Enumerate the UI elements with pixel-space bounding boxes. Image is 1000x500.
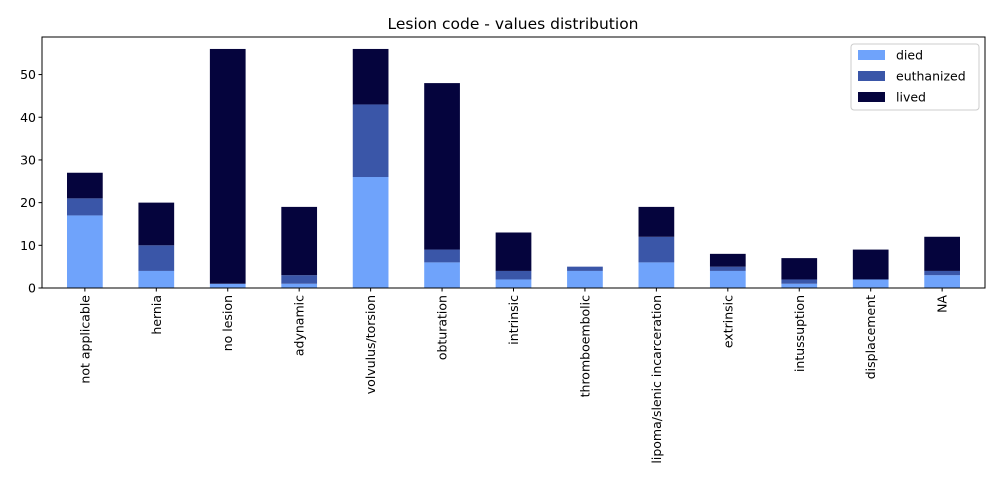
bar-died-9 [709, 270, 746, 288]
bar-died-5 [424, 262, 460, 288]
bar-lived-9 [709, 253, 746, 267]
bar-lived-11 [852, 249, 889, 280]
bar-lived-5 [424, 83, 460, 250]
y-tick-label-5: 50 [20, 67, 36, 82]
bar-died-10 [781, 283, 818, 288]
legend-label-lived: lived [896, 90, 926, 105]
bar-euthanized-6 [495, 270, 532, 280]
x-tick-label-12: NA [935, 295, 950, 313]
x-tick-label-8: lipoma/slenic incarceration [649, 295, 664, 464]
x-tick-label-10: intussuption [792, 295, 807, 372]
legend-swatch-euthanized [858, 71, 885, 81]
y-tick-label-2: 20 [20, 195, 36, 210]
bar-died-0 [67, 215, 103, 288]
bar-died-12 [924, 275, 960, 288]
plot-frame [41, 36, 986, 289]
legend-label-euthanized: euthanized [896, 69, 966, 84]
x-tick-label-9: extrinsic [720, 295, 735, 348]
x-tick-label-3: adynamic [292, 295, 307, 356]
legend: died euthanized lived [850, 43, 980, 111]
bar-lived-10 [781, 258, 818, 280]
bar-euthanized-4 [352, 104, 389, 178]
bar-lived-8 [638, 206, 675, 237]
bar-euthanized-9 [709, 266, 746, 271]
bar-lived-4 [352, 48, 389, 105]
bar-lived-2 [209, 48, 246, 284]
bar-lived-3 [281, 206, 318, 276]
y-tick-label-4: 40 [20, 110, 36, 125]
bars-group [67, 48, 960, 288]
bar-died-1 [138, 270, 175, 288]
bar-died-7 [567, 270, 603, 288]
bar-euthanized-12 [924, 270, 960, 276]
x-tick-label-11: displacement [863, 295, 878, 379]
y-tick-label-1: 10 [20, 238, 36, 253]
bar-euthanized-5 [424, 249, 460, 263]
bar-died-4 [352, 177, 389, 288]
bar-died-2 [209, 283, 246, 288]
bar-euthanized-3 [281, 275, 318, 284]
bar-lived-12 [924, 236, 960, 271]
x-tick-label-0: not applicable [77, 295, 92, 384]
bar-euthanized-0 [67, 198, 103, 216]
y-tick-label-3: 30 [20, 152, 36, 167]
bar-euthanized-8 [638, 236, 675, 263]
bar-lived-0 [67, 172, 103, 199]
bar-died-3 [281, 283, 318, 288]
x-tick-label-2: no lesion [220, 295, 235, 351]
legend-label-died: died [896, 48, 923, 63]
x-tick-label-5: obturation [435, 295, 450, 360]
x-tick-label-4: volvulus/torsion [363, 295, 378, 394]
legend-swatch-lived [858, 92, 885, 102]
bar-euthanized-1 [138, 245, 175, 271]
x-tick-label-1: hernia [149, 295, 164, 335]
x-tick-label-6: intrinsic [506, 295, 521, 345]
y-axis: 0 10 20 30 40 50 [20, 67, 42, 296]
x-tick-label-7: thromboembolic [577, 295, 592, 397]
bar-euthanized-10 [781, 279, 818, 284]
bar-lived-1 [138, 202, 175, 246]
bar-died-6 [495, 279, 532, 288]
legend-swatch-died [858, 50, 885, 60]
bar-died-11 [852, 279, 889, 288]
chart-title: Lesion code - values distribution [387, 15, 638, 33]
x-axis: not applicable hernia no lesion adynamic vol… [77, 288, 950, 464]
bar-euthanized-7 [567, 266, 603, 271]
y-tick-label-0: 0 [28, 281, 36, 296]
bar-lived-6 [495, 232, 532, 271]
bar-died-8 [638, 262, 675, 288]
